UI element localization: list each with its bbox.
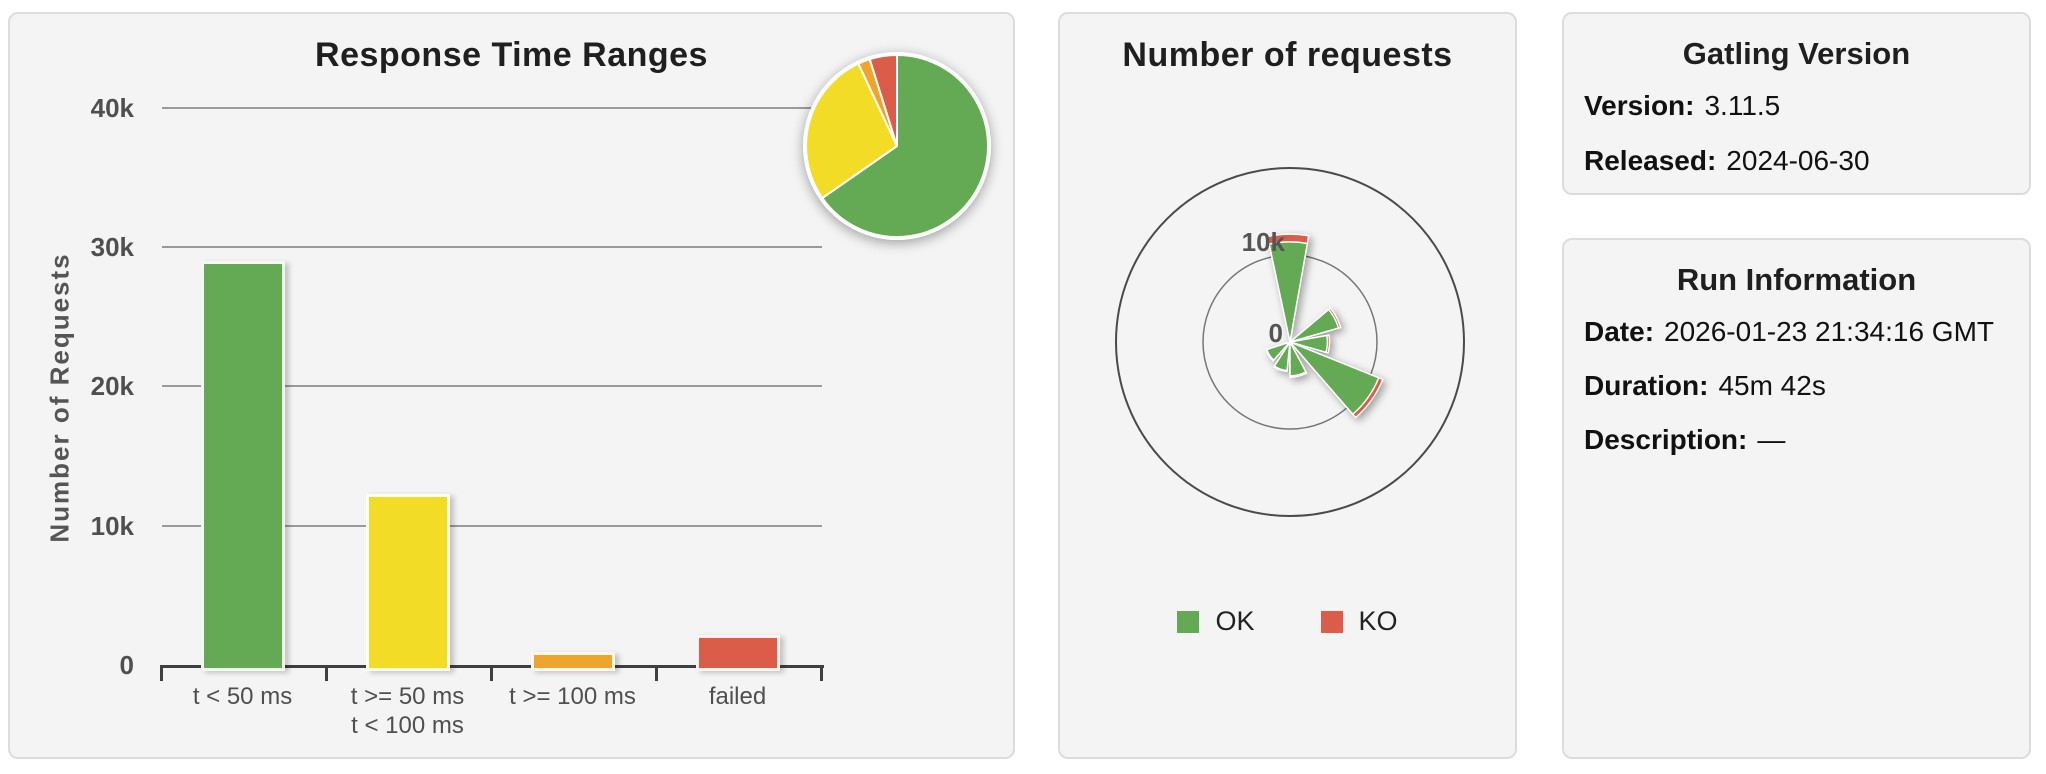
requests-chart-title: Number of requests	[1122, 36, 1453, 74]
y-tick-label: 0	[119, 650, 134, 680]
y-tick-label: 40k	[90, 92, 134, 123]
rose-ring-20000	[1115, 167, 1465, 517]
x-axis-tick	[325, 665, 328, 681]
info-row-date: Date: 2026-01-23 21:34:16 GMT	[1584, 316, 1994, 348]
legend-label-ko: KO	[1358, 606, 1398, 636]
pie-slice-t-50-ms	[821, 54, 989, 238]
bar-t-50-ms	[365, 493, 450, 671]
x-axis-label: failed	[708, 683, 767, 710]
info-label: Description:	[1584, 424, 1748, 455]
rose-ring-label-10k: 10k	[1241, 227, 1285, 257]
gridline-20k	[162, 385, 822, 388]
legend-swatch-ko	[1320, 610, 1343, 633]
response-chart-title: Response Time Ranges	[315, 36, 708, 74]
gatling-version-panel: Gatling Version Version: 3.11.5 Released: 2…	[1562, 12, 2031, 195]
info-value: 2026-01-23 21:34:16 GMT	[1664, 316, 1994, 347]
run-information-title: Run Information	[1676, 262, 1917, 297]
run-information-panel: Run Information Date: 2026-01-23 21:34:16…	[1562, 238, 2031, 759]
legend-item-ko: KO	[1320, 606, 1398, 637]
x-axis-label: t >= 100 ms	[509, 683, 636, 710]
info-value: 2024-06-30	[1726, 145, 1870, 176]
bar-t-50-ms	[200, 261, 285, 671]
legend-swatch-ok	[1177, 610, 1200, 633]
bar-t-100-ms	[530, 651, 615, 671]
response-time-ranges-panel: Response Time Ranges Number of Requests …	[8, 12, 1015, 759]
y-tick-label: 30k	[90, 232, 134, 263]
rose-wedge-0-ok	[1268, 241, 1309, 343]
x-axis-label: t < 50 ms	[192, 683, 293, 710]
info-row-duration: Duration: 45m 42s	[1584, 370, 1826, 402]
gridline-40k	[162, 106, 822, 109]
info-row-released: Released: 2024-06-30	[1584, 145, 1870, 177]
ok-ko-legend: OK KO	[1060, 606, 1515, 637]
info-label: Date:	[1584, 316, 1655, 347]
info-value: 3.11.5	[1704, 90, 1781, 121]
gatling-version-title: Gatling Version	[1682, 36, 1911, 71]
rose-center-label-0: 0	[1268, 318, 1283, 348]
x-axis-tick	[160, 665, 163, 681]
rose-wedge-1-ok	[1289, 308, 1340, 343]
rose-wedge-3-ok	[1289, 341, 1380, 416]
pie-slice-failed	[868, 54, 898, 147]
rose-wedge-6-ok	[1265, 340, 1293, 362]
y-tick-label: 20k	[90, 371, 134, 402]
gridline-10k	[162, 524, 822, 527]
bar-failed	[695, 635, 780, 671]
x-axis-tick	[820, 665, 823, 681]
legend-item-ok: OK	[1177, 606, 1255, 637]
rose-wedge-4-ok	[1289, 341, 1307, 377]
rose-wedge-2-ok	[1289, 334, 1329, 354]
x-axis-label: t >= 50 ms t < 100 ms	[350, 683, 465, 739]
gridline-30k	[162, 246, 822, 249]
legend-label-ok: OK	[1215, 606, 1255, 636]
info-value: 45m 42s	[1718, 370, 1826, 401]
number-of-requests-panel: Number of requests 10k 0 OK KO	[1058, 12, 1517, 759]
info-value: —	[1757, 424, 1786, 455]
info-row-version: Version: 3.11.5	[1584, 90, 1780, 122]
info-label: Released:	[1584, 145, 1717, 176]
info-row-description: Description: —	[1584, 424, 1785, 456]
pie-slice-t-50-ms-t-100-ms	[804, 62, 898, 200]
requests-rose-chart	[1115, 167, 1465, 517]
info-label: Duration:	[1584, 370, 1709, 401]
x-axis-tick	[490, 665, 493, 681]
info-label: Version:	[1584, 90, 1695, 121]
rose-wedge-5-ok	[1273, 341, 1291, 372]
response-ranges-pie-inset	[803, 52, 991, 240]
x-axis-tick	[655, 665, 658, 681]
y-tick-label: 10k	[90, 510, 134, 541]
